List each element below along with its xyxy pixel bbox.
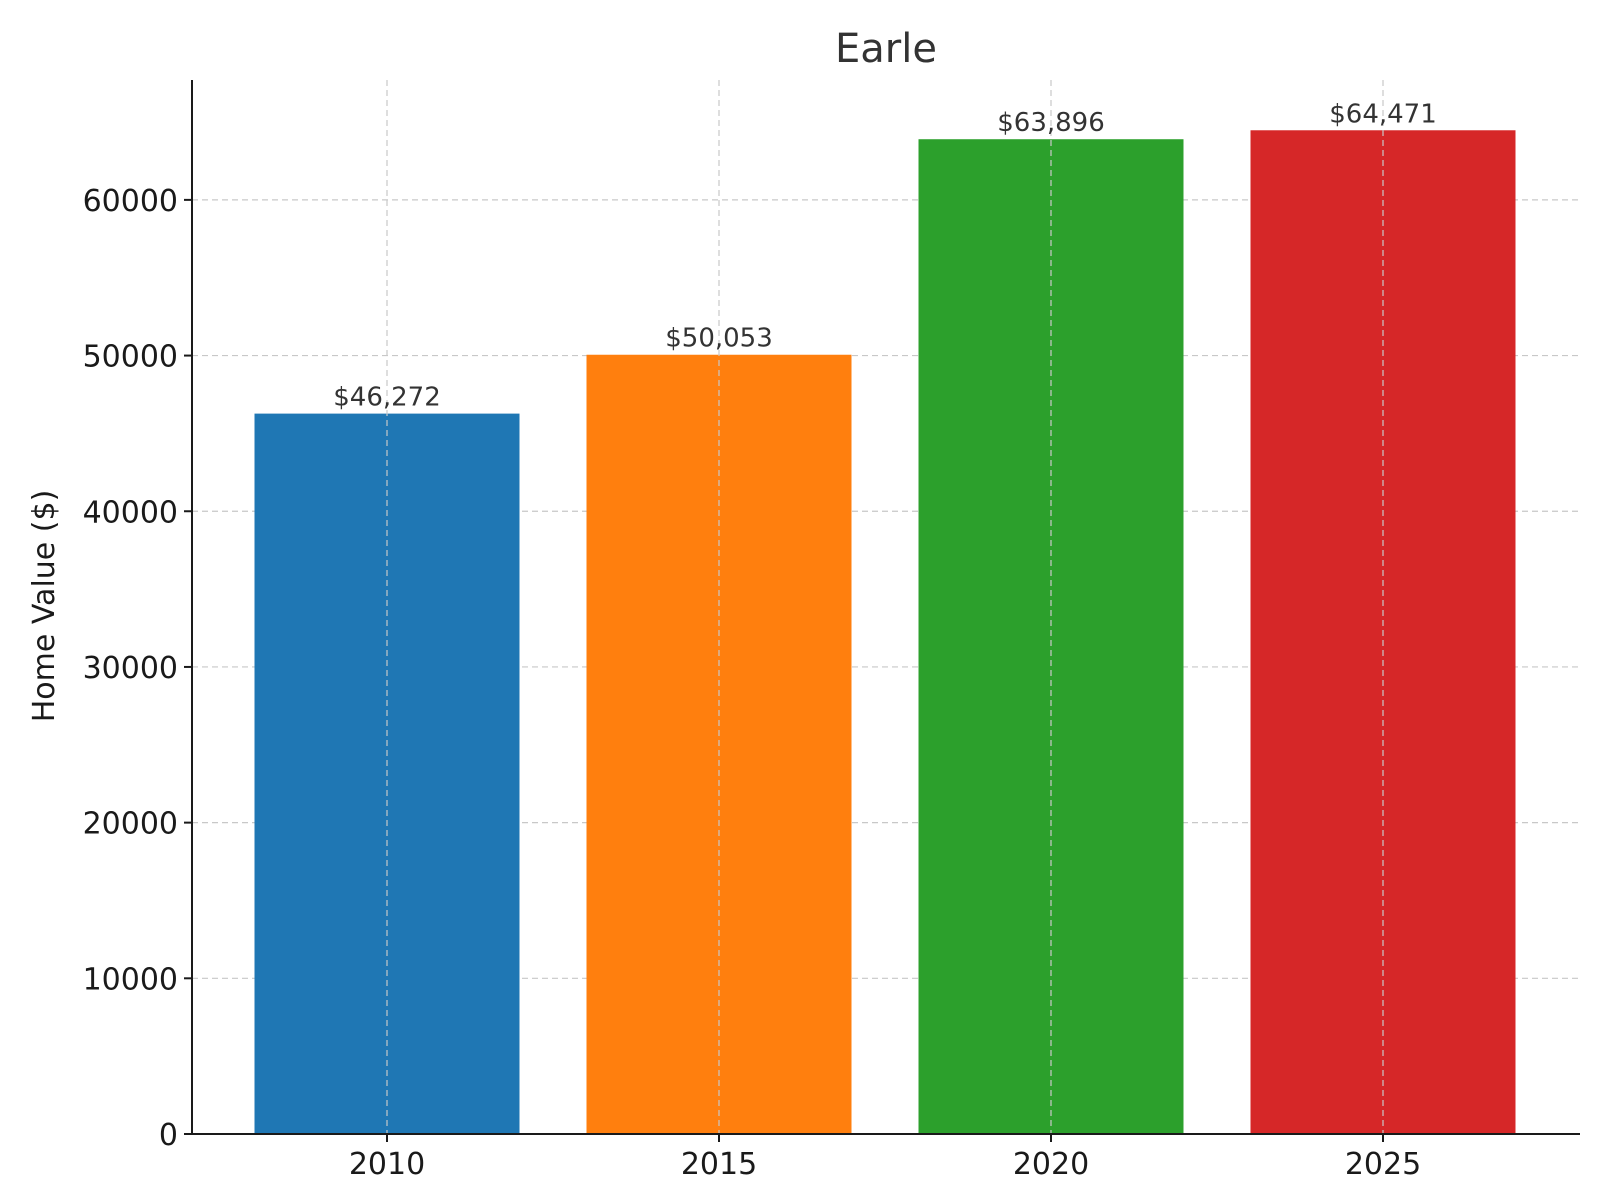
y-tick-label: 30000 (83, 651, 178, 686)
y-axis-label: Home Value ($) (27, 490, 62, 723)
data-label-2015: $50,053 (665, 324, 773, 354)
y-tick-label: 50000 (83, 340, 178, 375)
x-tick-label-2010: 2010 (349, 1147, 425, 1182)
y-tick-label: 20000 (83, 807, 178, 842)
data-label-2010: $46,272 (333, 383, 441, 413)
chart-title: Earle (835, 26, 937, 72)
vgrid-layer (386, 80, 1384, 1134)
y-tick-label: 0 (159, 1118, 178, 1153)
y-tick-label: 60000 (83, 184, 178, 219)
y-tick-label: 10000 (83, 962, 178, 997)
bar-layer (254, 130, 1516, 1135)
x-tick-label-2020: 2020 (1013, 1147, 1089, 1182)
x-tick-label-2015: 2015 (681, 1147, 757, 1182)
data-label-2025: $64,471 (1329, 99, 1437, 129)
y-tick-label: 40000 (83, 495, 178, 530)
x-tick-label-2025: 2025 (1345, 1147, 1421, 1182)
axis-layer: 0 10000 20000 30000 40000 50000 60000 2010 2015 2… (83, 80, 1580, 1182)
data-label-2020: $63,896 (997, 108, 1105, 138)
label-layer: $46,272 $50,053 $63,896 $64,471 (333, 99, 1437, 412)
